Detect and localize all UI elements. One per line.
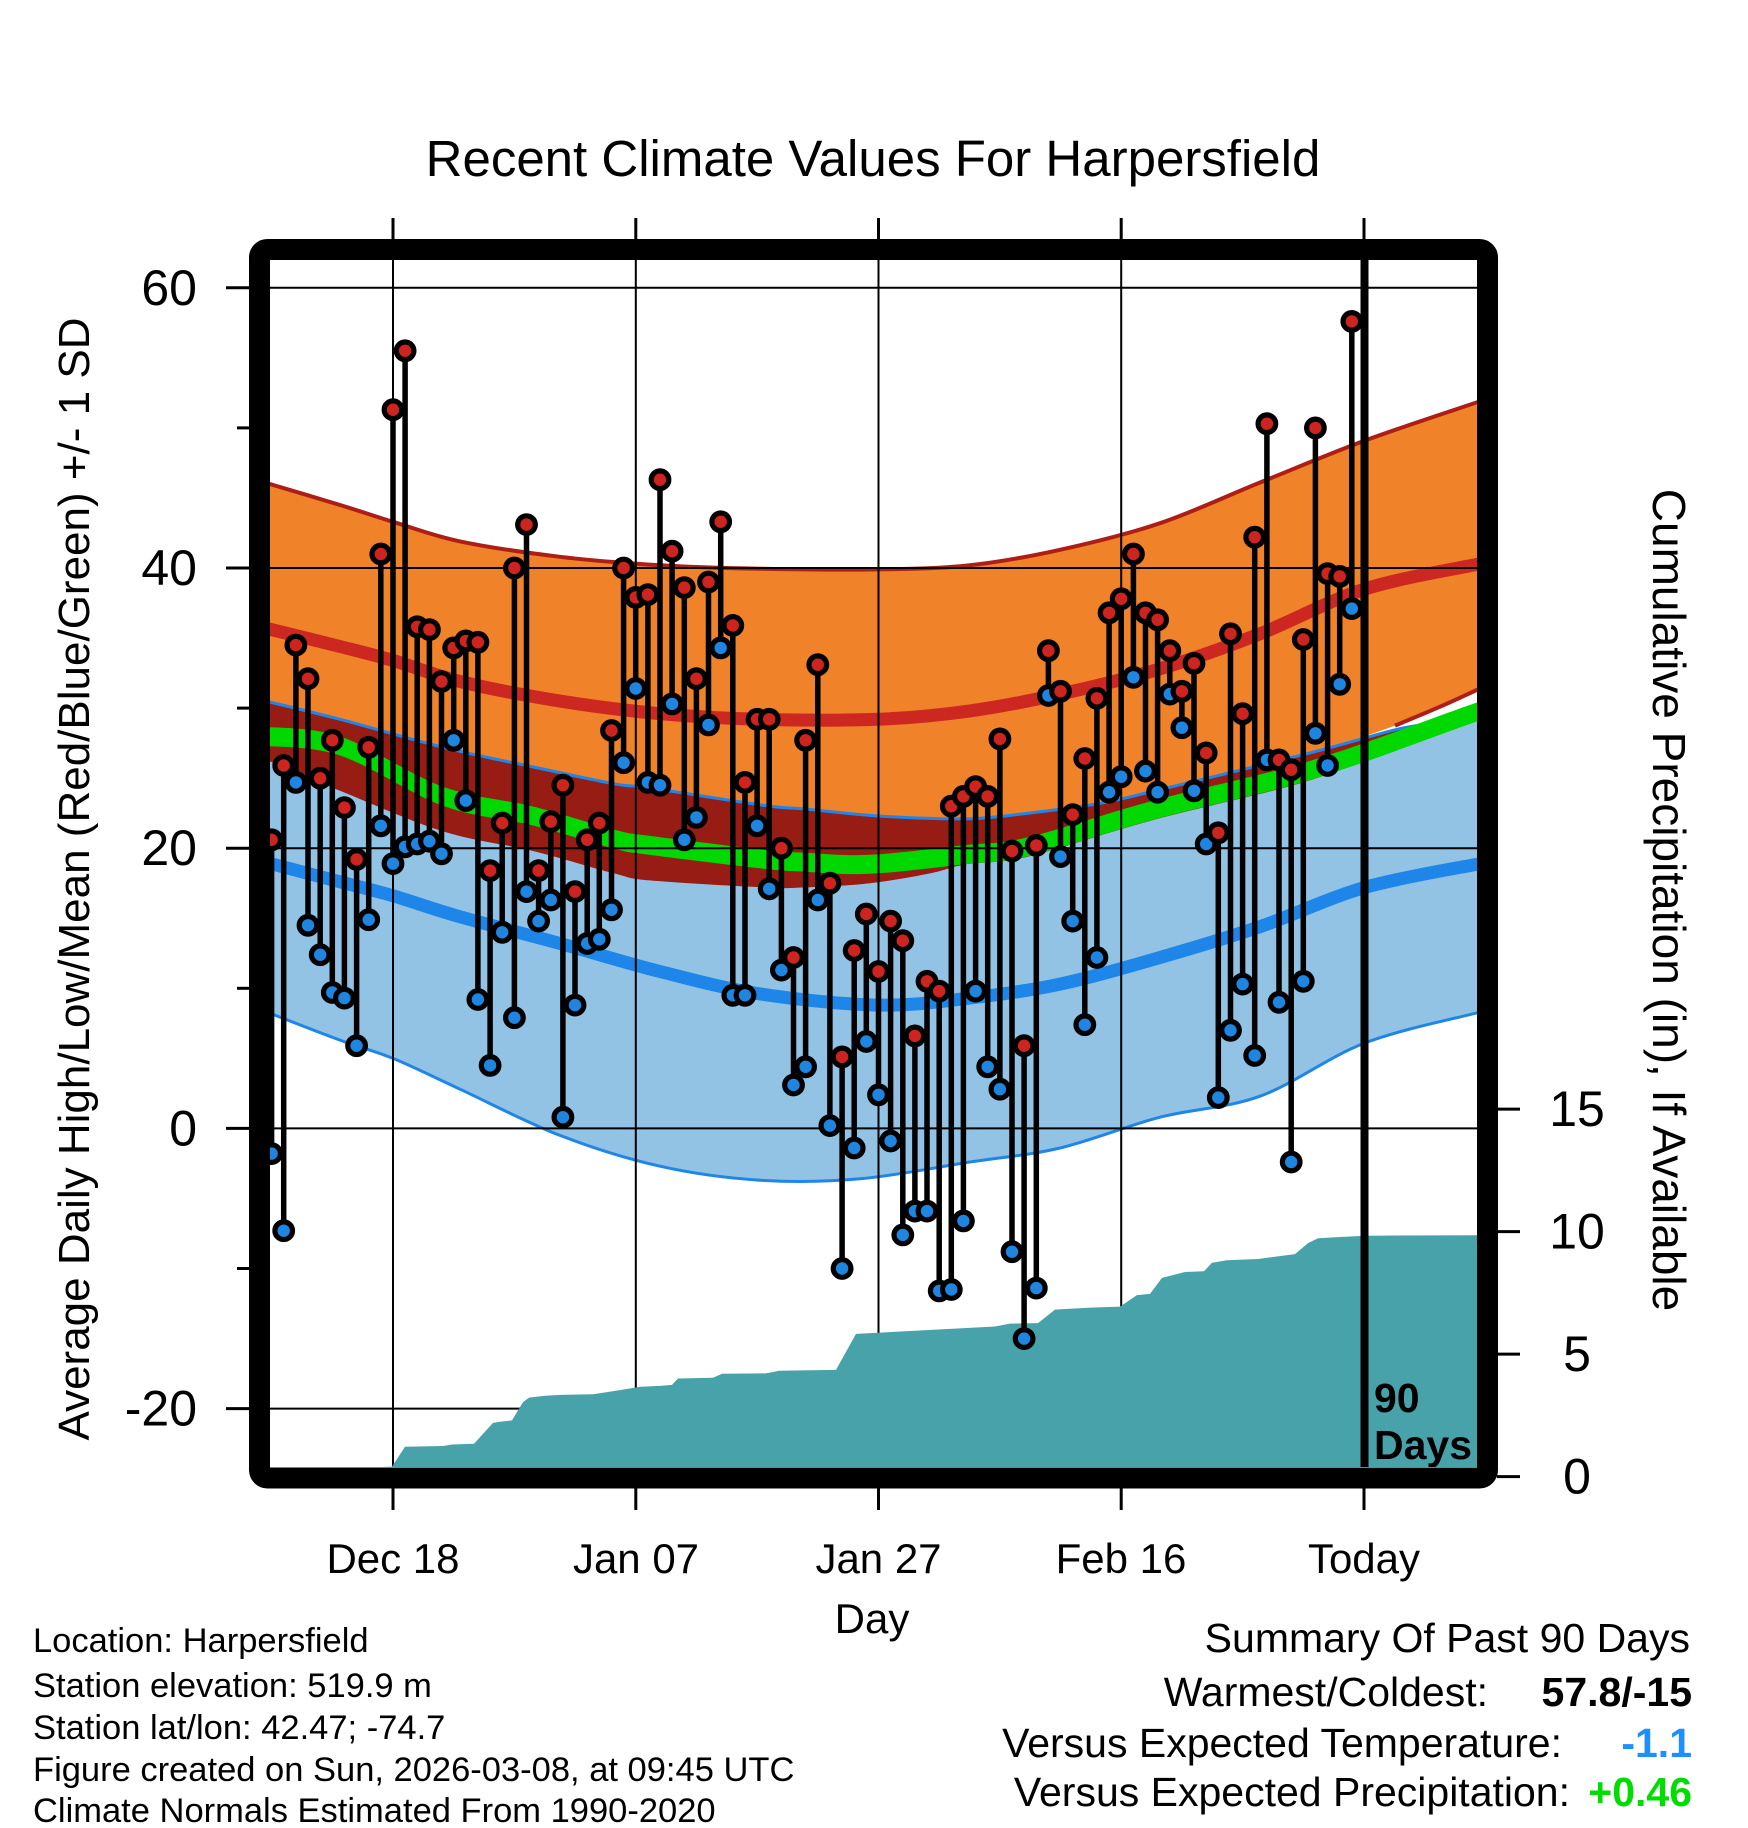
svg-text:0: 0	[1563, 1449, 1591, 1505]
svg-text:Jan 27: Jan 27	[815, 1535, 941, 1582]
svg-text:0: 0	[169, 1100, 197, 1156]
svg-text:Figure created on Sun, 2026-03: Figure created on Sun, 2026-03-08, at 09…	[33, 1751, 794, 1789]
svg-text:Average Daily High/Low/Mean (R: Average Daily High/Low/Mean (Red/Blue/Gr…	[50, 318, 99, 1441]
svg-text:Days: Days	[1374, 1422, 1472, 1468]
svg-text:57.8/-15: 57.8/-15	[1542, 1669, 1692, 1715]
svg-text:Versus Expected Temperature:: Versus Expected Temperature:	[1002, 1720, 1562, 1766]
svg-text:-1.1: -1.1	[1621, 1720, 1692, 1766]
svg-text:Cumulative Precipitation (in),: Cumulative Precipitation (in), If Availa…	[1643, 489, 1695, 1311]
svg-text:90: 90	[1374, 1375, 1420, 1421]
svg-text:Warmest/Coldest:: Warmest/Coldest:	[1164, 1669, 1488, 1715]
svg-text:+0.46: +0.46	[1588, 1769, 1692, 1815]
svg-text:40: 40	[141, 540, 197, 596]
svg-text:Recent Climate Values For Harp: Recent Climate Values For Harpersfield	[426, 130, 1321, 187]
svg-text:Feb 16: Feb 16	[1056, 1535, 1187, 1582]
svg-text:20: 20	[141, 820, 197, 876]
svg-text:15: 15	[1549, 1081, 1605, 1137]
svg-text:60: 60	[141, 260, 197, 316]
svg-text:Location: Harpersfield: Location: Harpersfield	[33, 1622, 369, 1660]
svg-text:Today: Today	[1308, 1535, 1420, 1582]
svg-text:Dec 18: Dec 18	[326, 1535, 459, 1582]
svg-text:5: 5	[1563, 1326, 1591, 1382]
svg-text:Climate Normals Estimated From: Climate Normals Estimated From 1990-2020	[33, 1792, 716, 1828]
svg-text:-20: -20	[125, 1381, 197, 1437]
svg-text:Day: Day	[835, 1595, 910, 1642]
svg-text:Summary Of Past 90 Days: Summary Of Past 90 Days	[1205, 1615, 1690, 1661]
svg-text:Jan 07: Jan 07	[573, 1535, 699, 1582]
svg-text:Versus Expected Precipitation:: Versus Expected Precipitation:	[1014, 1769, 1570, 1815]
svg-text:Station lat/lon: 42.47; -74.7: Station lat/lon: 42.47; -74.7	[33, 1709, 445, 1747]
svg-text:Station elevation: 519.9 m: Station elevation: 519.9 m	[33, 1667, 432, 1705]
svg-text:10: 10	[1549, 1204, 1605, 1260]
